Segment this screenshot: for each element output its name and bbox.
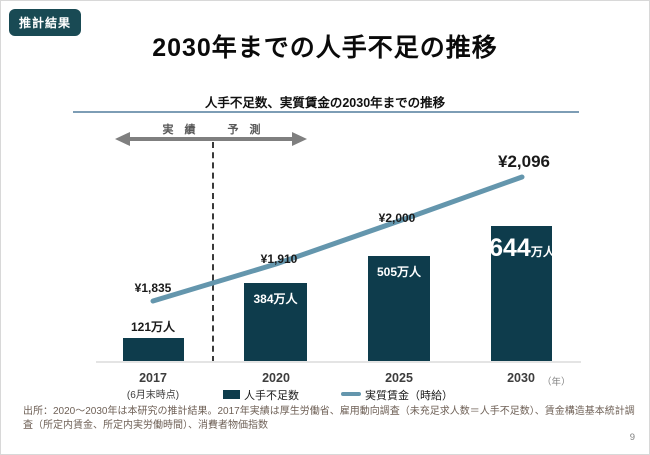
legend-bar-swatch-icon (223, 390, 240, 399)
period-arrow (129, 137, 293, 141)
bar-2020 (244, 283, 307, 362)
legend-line-label: 実質賃金（時給） (365, 390, 453, 402)
page-title: 2030年までの人手不足の推移 (152, 34, 498, 62)
x-tick-2020: 2020 (262, 371, 290, 385)
chart-title: 人手不足数、実質賃金の2030年までの推移 (204, 96, 446, 110)
actual-period-label: 実 績 (162, 124, 196, 136)
forecast-period-label: 予 測 (227, 124, 261, 136)
x-tick-2017: 2017 (139, 371, 167, 385)
result-badge: 推計結果 (9, 9, 82, 36)
x-tick-2030: 2030 (507, 371, 535, 385)
bar-value-2020: 384万人 (253, 292, 298, 306)
bar-value-2030-number: 644 (489, 234, 531, 262)
forecast-dashed-divider (212, 142, 214, 362)
bar-2017 (123, 338, 184, 362)
bar-2025 (368, 256, 430, 362)
x-tick-2017-note: (6月末時点) (126, 390, 180, 401)
right-arrowhead-icon (292, 132, 307, 146)
chart-title-divider (73, 111, 579, 113)
legend-line-swatch-icon (341, 392, 361, 396)
bar-value-2030-unit: 万人 (530, 245, 555, 259)
x-axis-line (96, 361, 581, 363)
source-note: 出所：2020～2030年は本研究の推計結果。2017年実績は厚生労働省、雇用動… (23, 406, 635, 432)
wage-value-2017: ¥1,835 (134, 281, 172, 295)
x-tick-2025: 2025 (385, 371, 413, 385)
legend-bar-label: 人手不足数 (244, 390, 299, 402)
left-arrowhead-icon (115, 132, 130, 146)
x-axis-unit-label: （年） (542, 377, 571, 388)
bar-value-2030: 644万人 (487, 234, 557, 263)
bar-2030 (491, 226, 552, 362)
bar-value-2025: 505万人 (376, 265, 422, 279)
wage-value-2030: ¥2,096 (498, 152, 550, 171)
bar-value-2017: 121万人 (130, 320, 176, 334)
page-number: 9 (629, 432, 635, 443)
wage-value-2025: ¥2,000 (378, 211, 416, 225)
wage-value-2020: ¥1,910 (260, 252, 298, 266)
